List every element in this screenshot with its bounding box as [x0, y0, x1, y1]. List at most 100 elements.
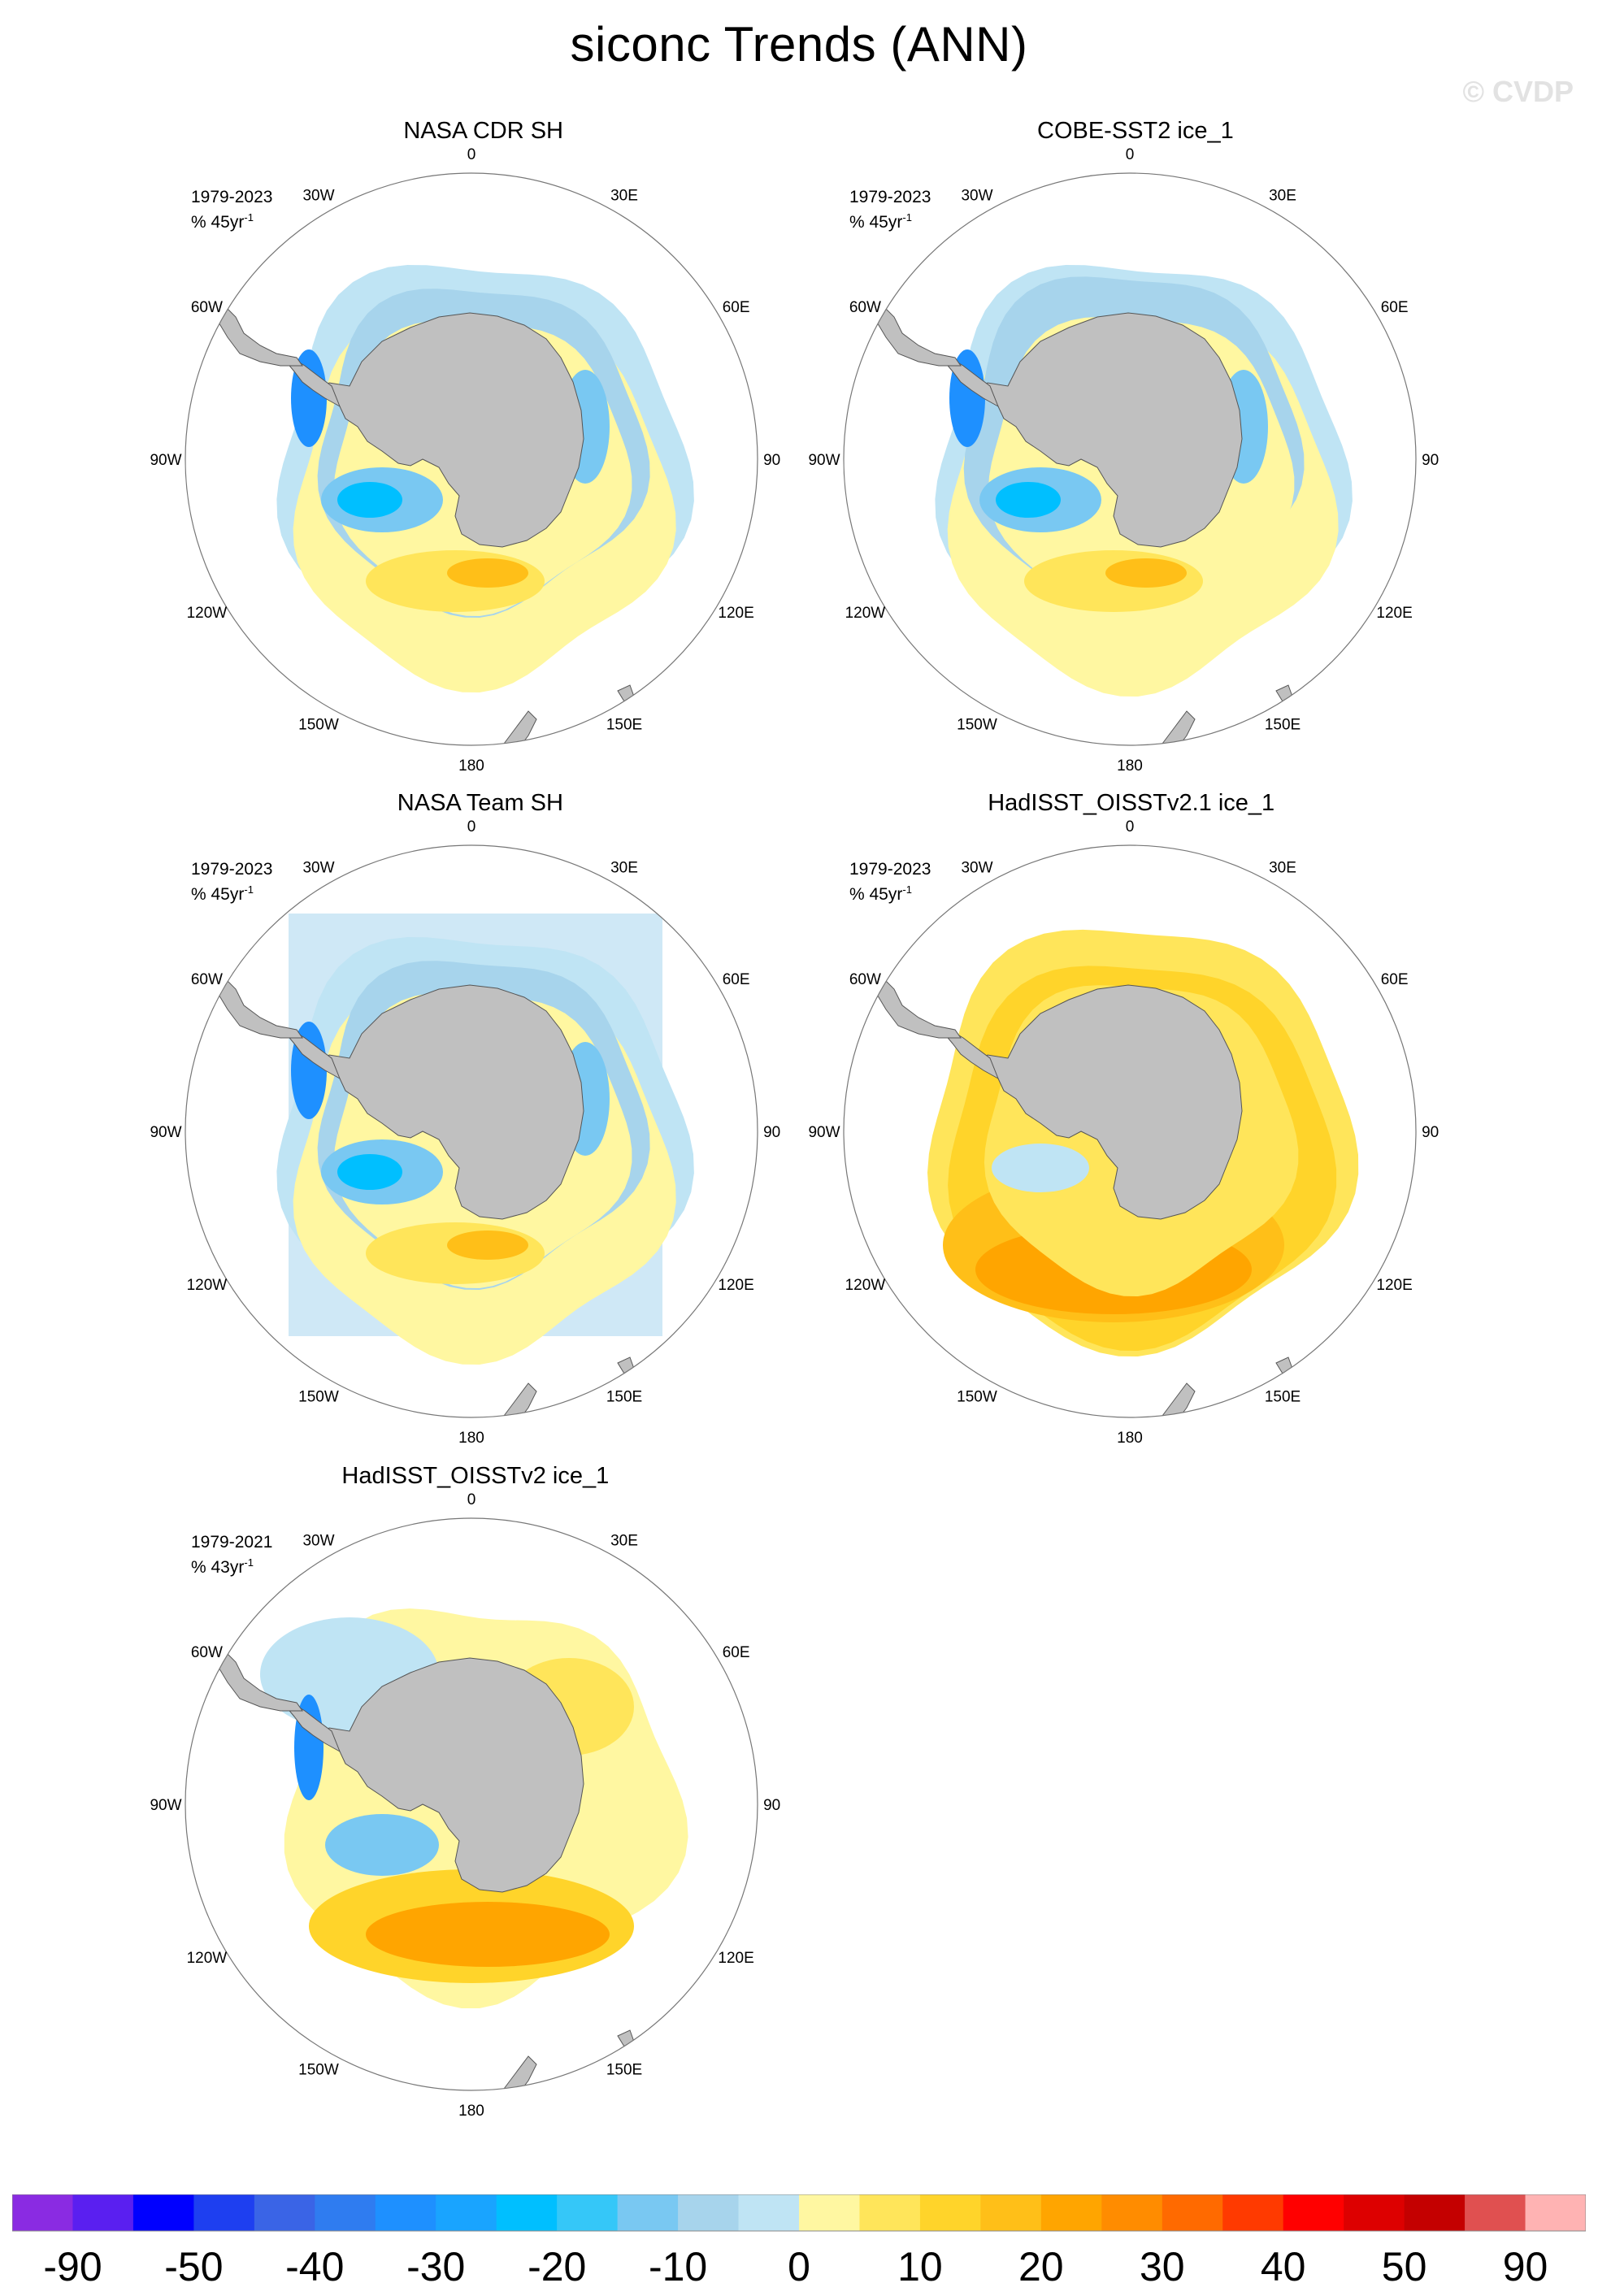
lon-label: 180	[1117, 1430, 1143, 1447]
map-panel-cdr: 0 30E 60E 90E 120E 150E 180 150W 120W 90W 60W 30W NA…	[0, 118, 780, 776]
colorbar-swatch	[1222, 2194, 1284, 2231]
colorbar-swatch	[678, 2194, 740, 2231]
lon-label: 90W	[808, 1124, 840, 1141]
colorbar-frame	[12, 2194, 1586, 2232]
colorbar-label: 0	[788, 2244, 810, 2289]
colorbar-label: 30	[1140, 2244, 1185, 2289]
map-panel-had21: 0 30E 60E 90E 120E 150E 180 150W 120W 90W 60W 30W Ha…	[658, 790, 1439, 1448]
map-panel-had2: 0 30E 60E 90E 120E 150E 180 150W 120W 90W 60W 30W Ha…	[0, 1463, 780, 2121]
lon-label: 30E	[1269, 187, 1296, 204]
lon-label: 0	[1126, 818, 1135, 836]
figure-title: siconc Trends (ANN)	[570, 17, 1028, 72]
lon-label: 120E	[718, 605, 753, 622]
lon-label: 30W	[961, 187, 992, 204]
polar-map: 0 30E 60E 90E 120E 150E 180 150W 120W 90W 60W 30W	[808, 146, 1439, 775]
colorbar-swatch	[557, 2194, 619, 2231]
colorbar: -90 -50 -40 -30 -20 -10 0 10 20 30 40 50 90	[12, 2194, 1586, 2289]
colorbar-swatch	[859, 2194, 921, 2231]
panel-title: HadISST_OISSTv2 ice_1	[341, 1463, 610, 1489]
ross-sea-blue-core	[337, 1154, 402, 1190]
colorbar-swatch	[799, 2194, 860, 2231]
lon-label: 180	[458, 1430, 484, 1447]
lon-label: 90W	[150, 1797, 181, 1814]
polar-map: 0 30E 60E 90E 120E 150E 180 150W 120W 90W 60W 30W	[808, 818, 1439, 1447]
lon-label: 30W	[302, 187, 334, 204]
colorbar-swatch	[496, 2194, 558, 2231]
colorbar-swatch	[1404, 2194, 1466, 2231]
units-text: % 45yr	[849, 885, 903, 904]
colorbar-swatch	[980, 2194, 1042, 2231]
polar-map: 0 30E 60E 90E 120E 150E 180 150W 120W 90W 60W 30W	[150, 818, 780, 1447]
lon-label: 150W	[957, 717, 997, 734]
watermark: © CVDP	[1462, 75, 1574, 108]
lon-label: 120E	[1376, 1277, 1412, 1294]
lon-label: 60E	[1381, 299, 1409, 316]
units-text: % 45yr	[191, 885, 245, 904]
lon-label: 120W	[187, 1950, 228, 1967]
polar-map: 0 30E 60E 90E 120E 150E 180 150W 120W 90W 60W 30W	[150, 146, 780, 775]
lon-label: 120E	[718, 1277, 753, 1294]
lon-label: 180	[1117, 757, 1143, 775]
units-label: % 45yr-1	[191, 207, 272, 232]
lon-label: 60W	[191, 1644, 223, 1661]
lon-label: 120W	[187, 1277, 228, 1294]
colorbar-swatch	[1525, 2194, 1586, 2231]
lon-label: 60E	[723, 299, 750, 316]
units-label: % 45yr-1	[191, 879, 272, 905]
south-america-land	[875, 304, 962, 367]
lon-label: 90W	[808, 452, 840, 469]
new-zealand-land	[502, 2055, 537, 2090]
colorbar-swatch	[12, 2194, 73, 2231]
lon-label: 150E	[606, 2062, 642, 2079]
lon-label: 0	[467, 818, 476, 836]
period-label: 1979-2021% 43yr-1	[191, 1532, 272, 1578]
lon-label: 30E	[610, 187, 638, 204]
new-zealand-land	[1160, 1382, 1196, 1417]
antarctica-land	[320, 984, 584, 1220]
colorbar-label: 40	[1261, 2244, 1306, 2289]
period-label: 1979-2023% 45yr-1	[191, 859, 272, 905]
south-orange	[366, 1902, 610, 1967]
colorbar-swatch	[436, 2194, 497, 2231]
trend-field	[217, 1608, 688, 2090]
trend-field	[875, 265, 1353, 745]
colorbar-swatch	[132, 2194, 194, 2231]
colorbar-swatch	[254, 2194, 315, 2231]
colorbar-swatch	[315, 2194, 376, 2231]
panel-title: NASA CDR SH	[403, 118, 563, 144]
period-years: 1979-2023	[849, 860, 931, 879]
antarctica-land	[320, 312, 584, 548]
lon-label: 60W	[849, 971, 881, 988]
polar-map: 0 30E 60E 90E 120E 150E 180 150W 120W 90W 60W 30W	[150, 1491, 780, 2120]
south-america-land	[217, 976, 303, 1039]
colorbar-label: -30	[406, 2244, 465, 2289]
lon-label: 150W	[957, 1389, 997, 1406]
colorbar-label: 20	[1018, 2244, 1064, 2289]
map-boundary	[185, 1517, 758, 2091]
lon-label: 120E	[718, 1950, 753, 1967]
ross-light	[992, 1144, 1089, 1192]
units-text: % 45yr	[849, 213, 903, 232]
south-america-land	[875, 976, 962, 1039]
colorbar-label: 50	[1382, 2244, 1427, 2289]
lon-label: 150E	[606, 1389, 642, 1406]
map-boundary	[843, 844, 1417, 1418]
lon-label: 0	[467, 1491, 476, 1508]
tasmania-land	[617, 684, 635, 702]
ross-orange	[447, 1230, 528, 1260]
units-exponent: -1	[902, 883, 912, 896]
lon-label: 120E	[1376, 605, 1412, 622]
colorbar-label: 90	[1503, 2244, 1548, 2289]
period-years: 1979-2023	[849, 188, 931, 206]
lon-label: 30W	[302, 1532, 334, 1549]
lon-label: 90E	[1422, 452, 1439, 469]
colorbar-label: -40	[285, 2244, 344, 2289]
colorbar-label: -20	[528, 2244, 586, 2289]
colorbar-swatch	[738, 2194, 800, 2231]
map-panel-team: 0 30E 60E 90E 120E 150E 180 150W 120W 90W 60W 30W NA…	[0, 790, 780, 1448]
units-text: % 45yr	[191, 213, 245, 232]
period-years: 1979-2021	[191, 1533, 273, 1552]
units-exponent: -1	[902, 211, 912, 224]
lon-label: 0	[467, 146, 476, 163]
lon-label: 90W	[150, 1124, 181, 1141]
